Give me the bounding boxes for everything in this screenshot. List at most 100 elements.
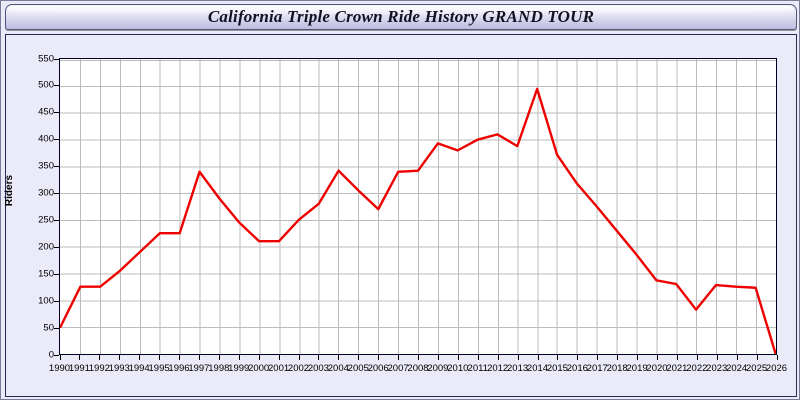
y-axis-tick-label: 500: [38, 79, 54, 91]
y-axis-tick-label: 50: [43, 322, 54, 334]
x-axis-tick-label: 2013: [507, 363, 529, 374]
x-axis-tick-label: 2003: [307, 363, 329, 374]
x-axis-tick-label: 2001: [268, 363, 290, 374]
x-axis-tick-label: 1992: [88, 363, 110, 374]
x-axis-tick-mark: [418, 355, 419, 360]
x-axis-tick-mark: [338, 355, 339, 360]
y-axis-tick-label: 0: [48, 349, 54, 360]
x-axis-tick-mark: [139, 355, 140, 360]
x-axis-tick-label: 2005: [347, 363, 369, 374]
x-axis-tick-label: 2002: [287, 363, 310, 374]
x-axis-tick-mark: [159, 355, 160, 360]
x-axis-tick-mark: [279, 355, 280, 360]
x-axis-tick-label: 2019: [626, 363, 648, 374]
y-axis-tick-mark: [54, 328, 59, 329]
x-axis-tick-mark: [577, 355, 578, 360]
y-axis-tick-mark: [54, 85, 59, 86]
x-axis-tick-mark: [518, 355, 519, 360]
x-axis-tick-mark: [299, 355, 300, 360]
y-axis-tick-label: 400: [38, 133, 54, 145]
x-axis-tick-label: 1996: [168, 363, 190, 374]
x-axis-tick-mark: [378, 355, 379, 360]
y-axis-tick-label: 550: [38, 53, 54, 64]
x-axis-tick-label: 2009: [427, 363, 449, 374]
x-axis-tick-label: 2010: [447, 363, 469, 374]
x-axis-tick-label: 1990: [48, 363, 71, 374]
x-axis-tick-label: 2015: [546, 363, 568, 374]
x-axis-tick-mark: [199, 355, 200, 360]
y-axis-tick-label: 450: [38, 106, 54, 118]
x-axis-tick-label: 1991: [68, 363, 90, 374]
horizontal-gridlines: [60, 59, 776, 329]
x-axis-tick-mark: [677, 355, 678, 360]
y-axis-tick-mark: [54, 193, 59, 194]
y-axis-tick-mark: [54, 166, 59, 167]
x-axis-tick-label: 2008: [407, 363, 429, 374]
riders-line-series: [60, 87, 776, 354]
x-axis-tick-mark: [657, 355, 658, 360]
x-axis-tick-label: 2011: [467, 363, 488, 374]
x-axis-tick-label: 1999: [228, 363, 250, 374]
window-title-bar: California Triple Crown Ride History GRA…: [5, 4, 797, 30]
plot-area: [59, 58, 777, 355]
x-axis-tick-mark: [318, 355, 319, 360]
x-axis-tick-label: 2024: [726, 363, 748, 374]
x-axis-tick-label: 1993: [108, 363, 130, 374]
x-axis-tick-label: 1998: [208, 363, 230, 374]
page-title: California Triple Crown Ride History GRA…: [207, 7, 595, 26]
x-axis-tick-label: 2025: [746, 363, 768, 374]
x-axis-tick-mark: [538, 355, 539, 360]
x-axis-tick-label: 1994: [128, 363, 150, 374]
y-axis-tick-label: 100: [38, 295, 54, 307]
x-axis-tick-label: 2021: [666, 363, 688, 374]
y-axis-tick-label: 150: [38, 268, 54, 280]
x-axis-tick-label: 2017: [586, 363, 608, 374]
y-axis-tick-mark: [54, 355, 59, 356]
x-axis-tick-label: 2007: [387, 363, 409, 374]
x-axis-tick-mark: [398, 355, 399, 360]
x-axis-tick-mark: [777, 355, 778, 360]
x-axis-tick-mark: [697, 355, 698, 360]
y-axis-tick-label: 200: [38, 241, 54, 253]
x-axis-tick-mark: [458, 355, 459, 360]
x-axis-tick-mark: [79, 355, 80, 360]
y-axis-ticks: 0 50 100 150 200 250 300 350 400 450 500 550: [6, 53, 59, 360]
y-axis-tick-mark: [54, 247, 59, 248]
x-axis-tick-mark: [478, 355, 479, 360]
x-axis-tick-mark: [239, 355, 240, 360]
x-axis-tick-mark: [757, 355, 758, 360]
x-axis-tick-mark: [119, 355, 120, 360]
x-axis-tick-mark: [637, 355, 638, 360]
x-axis-tick-label: 2000: [248, 363, 270, 374]
x-axis-tick-label: 2023: [706, 363, 728, 374]
x-axis-tick-mark: [737, 355, 738, 360]
y-axis-tick-label: 300: [38, 187, 54, 199]
y-axis-tick-mark: [54, 139, 59, 140]
x-axis-tick-label: 2004: [327, 363, 349, 374]
x-axis-tick-mark: [179, 355, 180, 360]
x-axis-tick-mark: [219, 355, 220, 360]
x-axis-tick-label: 2020: [646, 363, 668, 374]
y-axis-tick-label: 350: [38, 160, 54, 172]
y-axis-tick-mark: [54, 301, 59, 302]
x-axis-tick-mark: [99, 355, 100, 360]
x-axis-tick-label: 2026: [765, 363, 788, 374]
x-axis-tick-mark: [498, 355, 499, 360]
x-axis-tick-label: 2018: [606, 363, 628, 374]
x-axis-tick-mark: [259, 355, 260, 360]
x-axis-ticks: 1990 1991 1992 1993 1994 1995 1996 1997 1998 1999…: [49, 355, 787, 395]
x-axis-tick-mark: [60, 355, 61, 360]
x-axis-tick-mark: [717, 355, 718, 360]
vertical-gridlines: [79, 59, 758, 354]
x-axis-tick-label: 2012: [487, 363, 509, 374]
x-axis-tick-label: 2014: [526, 363, 549, 374]
x-axis-tick-label: 2016: [566, 363, 588, 374]
x-axis-tick-mark: [617, 355, 618, 360]
y-axis-tick-mark: [54, 59, 59, 60]
x-axis-tick-label: 1995: [148, 363, 170, 374]
x-axis-tick-mark: [597, 355, 598, 360]
x-axis-tick-label: 1997: [188, 363, 210, 374]
y-axis-tick-label: 250: [38, 214, 54, 226]
x-axis-tick-mark: [358, 355, 359, 360]
